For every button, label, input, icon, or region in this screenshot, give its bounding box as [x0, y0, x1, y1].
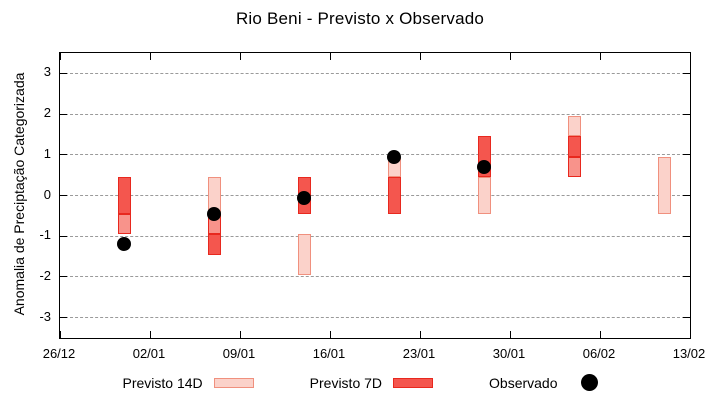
- plot-area: [59, 52, 691, 339]
- x-tick-mark: [599, 331, 601, 338]
- x-tick-label: 23/01: [402, 346, 436, 361]
- y-tick-label: 0: [43, 186, 51, 202]
- x-tick-label: 13/02: [672, 346, 706, 361]
- gridline: [60, 195, 690, 196]
- y-tick-mark: [60, 317, 67, 319]
- forecast-bar-segment-p7: [567, 136, 581, 157]
- y-tick-mark: [60, 195, 67, 196]
- forecast-bar-segment-p14: [297, 234, 311, 275]
- x-tick-label: 06/02: [582, 346, 616, 361]
- x-tick-mark: [149, 53, 151, 60]
- y-tick-label: -2: [39, 267, 51, 283]
- gridline: [60, 72, 690, 74]
- y-tick-label: -3: [39, 308, 51, 324]
- x-tick-mark: [419, 53, 421, 60]
- observation-dot: [117, 237, 132, 252]
- y-tick-label: 2: [43, 105, 51, 121]
- gridline: [60, 276, 690, 278]
- x-tick-mark: [599, 53, 601, 60]
- y-tick-label: 1: [43, 145, 51, 161]
- x-tick-mark: [419, 331, 421, 338]
- forecast-bar-segment-p14: [567, 116, 581, 137]
- forecast-bar-segment-p14: [477, 177, 491, 214]
- x-tick-mark: [329, 53, 331, 60]
- x-tick-mark: [689, 53, 691, 60]
- chart-title: Rio Beni - Previsto x Observado: [235, 9, 485, 28]
- forecast-bar-segment-p14: [657, 156, 671, 214]
- observation-dot: [477, 160, 492, 174]
- gridline: [60, 317, 690, 319]
- y-tick-mark: [683, 154, 690, 156]
- y-tick-mark: [60, 72, 67, 74]
- x-tick-mark: [239, 53, 241, 60]
- y-tick-mark: [60, 235, 67, 237]
- y-tick-mark: [683, 72, 690, 74]
- legend-label-previsto-14d: Previsto 14D: [122, 374, 203, 391]
- previsto-14d-swatch-icon: [213, 377, 254, 388]
- gridline: [60, 113, 690, 115]
- x-tick-mark: [59, 53, 61, 60]
- y-tick-mark: [683, 276, 690, 278]
- observation-dot: [387, 149, 402, 164]
- legend-label-previsto-7d: Previsto 7D: [309, 374, 383, 391]
- y-tick-mark: [683, 235, 690, 237]
- legend-item-observado: Observado: [489, 374, 598, 391]
- y-tick-label: 3: [43, 64, 51, 80]
- forecast-bar-segment-p7: [387, 177, 401, 214]
- gridline: [60, 154, 690, 156]
- observation-dot: [297, 190, 312, 205]
- y-tick-mark: [683, 317, 690, 319]
- legend-item-previsto-14d: Previsto 14D: [123, 375, 254, 391]
- observado-dot-icon: [580, 374, 598, 391]
- x-tick-label: 02/01: [132, 346, 166, 361]
- y-tick-mark: [60, 276, 67, 278]
- chart-legend: Previsto 14D Previsto 7D Observado: [0, 374, 720, 391]
- x-tick-label: 09/01: [222, 346, 256, 361]
- x-tick-label: 26/12: [42, 346, 76, 361]
- gridline: [60, 235, 690, 237]
- x-tick-mark: [239, 331, 241, 338]
- y-tick-label: -1: [39, 227, 51, 243]
- x-tick-mark: [509, 331, 511, 338]
- x-tick-label: 30/01: [492, 346, 526, 361]
- previsto-7d-swatch-icon: [393, 377, 434, 388]
- observation-dot: [207, 206, 222, 221]
- y-tick-mark: [683, 195, 690, 196]
- x-tick-label: 16/01: [312, 346, 346, 361]
- forecast-bar-segment-p7: [207, 234, 221, 255]
- forecast-bar-segment-p7: [117, 177, 131, 214]
- legend-label-observado: Observado: [489, 374, 558, 391]
- y-tick-mark: [60, 154, 67, 156]
- y-tick-mark: [60, 113, 67, 115]
- x-tick-mark: [689, 331, 691, 338]
- forecast-bar-segment-overlap: [567, 156, 581, 178]
- x-tick-mark: [509, 53, 511, 60]
- legend-item-previsto-7d: Previsto 7D: [309, 374, 434, 391]
- x-tick-mark: [59, 331, 61, 338]
- forecast-bar-segment-overlap: [117, 213, 131, 235]
- y-tick-mark: [683, 113, 690, 115]
- x-tick-mark: [149, 331, 151, 338]
- x-tick-mark: [329, 331, 331, 338]
